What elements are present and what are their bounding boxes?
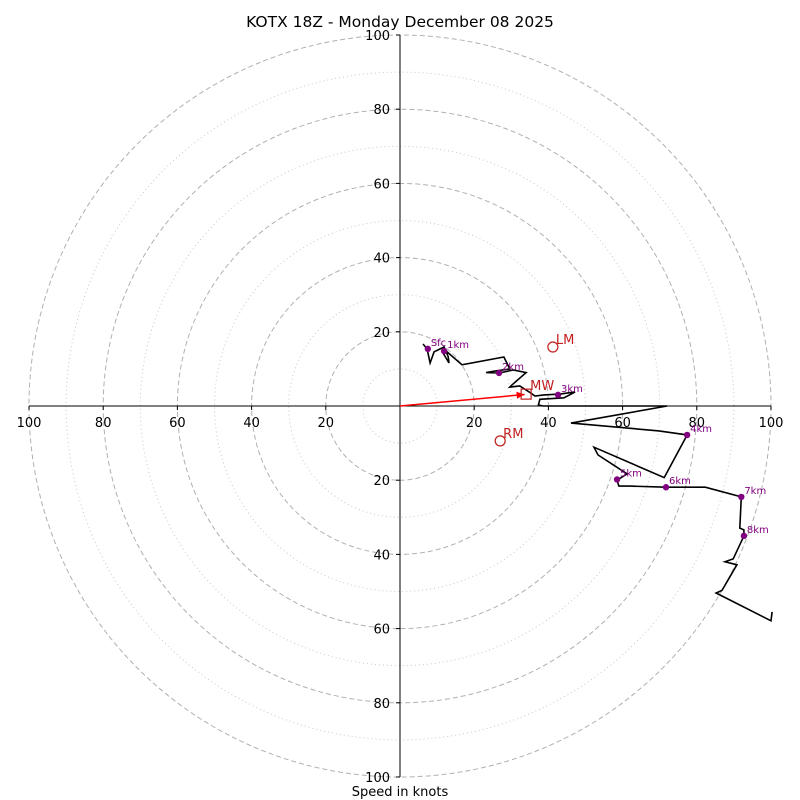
height-marker-label: 8km [747, 525, 769, 536]
height-marker-label: 3km [561, 384, 583, 395]
x-tick-label: 100 [17, 416, 42, 431]
y-tick-label: 80 [373, 697, 390, 712]
height-marker-label: 6km [669, 476, 691, 487]
x-tick-label: 40 [243, 416, 260, 431]
height-marker-8km [740, 532, 748, 540]
height-marker-4km [683, 431, 691, 439]
storm-motion-rm [494, 435, 506, 447]
storm-motion-label: RM [503, 427, 523, 442]
y-tick-label: 40 [373, 548, 390, 563]
height-marker-label: 1km [447, 340, 469, 351]
x-tick-label: 60 [169, 416, 186, 431]
y-tick-label: 40 [373, 252, 390, 267]
height-marker-5km [613, 476, 621, 483]
y-tick-label: 100 [365, 771, 390, 786]
x-tick-label: 20 [466, 416, 483, 431]
height-marker-sfc [424, 345, 432, 353]
y-tick-label: 100 [365, 29, 390, 44]
x-tick-label: 20 [318, 416, 335, 431]
storm-motion-lm [547, 341, 559, 353]
x-tick-label: 40 [540, 416, 557, 431]
height-markers: Sfc 1km 2km 3km 4km 5km 6km 7km 8km [424, 338, 769, 540]
height-marker-6km [662, 484, 670, 491]
height-marker-7km [738, 493, 745, 501]
tick-labels: 100 80 60 40 20 20 40 60 80 100100806040202040608… [17, 29, 784, 786]
y-tick-label: 20 [373, 326, 390, 341]
storm-motion-markers: LM RM MW [494, 333, 574, 447]
mean-wind-arrowhead [516, 391, 525, 399]
height-marker-label: 7km [744, 486, 766, 497]
mean-wind-marker [520, 388, 532, 400]
mean-wind-label: MW [530, 379, 554, 394]
height-marker-label: Sfc [431, 338, 446, 349]
x-axis-label: Speed in knots [352, 785, 449, 800]
height-marker-label: 2km [502, 362, 524, 373]
x-tick-label: 80 [95, 416, 112, 431]
chart-title: KOTX 18Z - Monday December 08 2025 [246, 13, 554, 31]
wind-profile-line [422, 343, 773, 623]
height-marker-1km [440, 347, 448, 355]
y-tick-label: 60 [373, 623, 390, 638]
mean-wind-vector [399, 391, 525, 407]
height-marker-label: 4km [690, 424, 712, 435]
height-marker-2km [495, 369, 503, 377]
hodograph-trace [422, 343, 773, 623]
height-marker-label: 5km [620, 468, 642, 479]
storm-motion-label: LM [556, 333, 574, 348]
height-marker-3km [554, 391, 562, 399]
mean-wind-arrow [399, 393, 525, 407]
x-tick-label: 100 [759, 416, 784, 431]
x-tick-label: 80 [689, 416, 706, 431]
y-tick-label: 20 [373, 474, 390, 489]
y-tick-label: 80 [373, 103, 390, 118]
y-tick-label: 60 [373, 177, 390, 192]
